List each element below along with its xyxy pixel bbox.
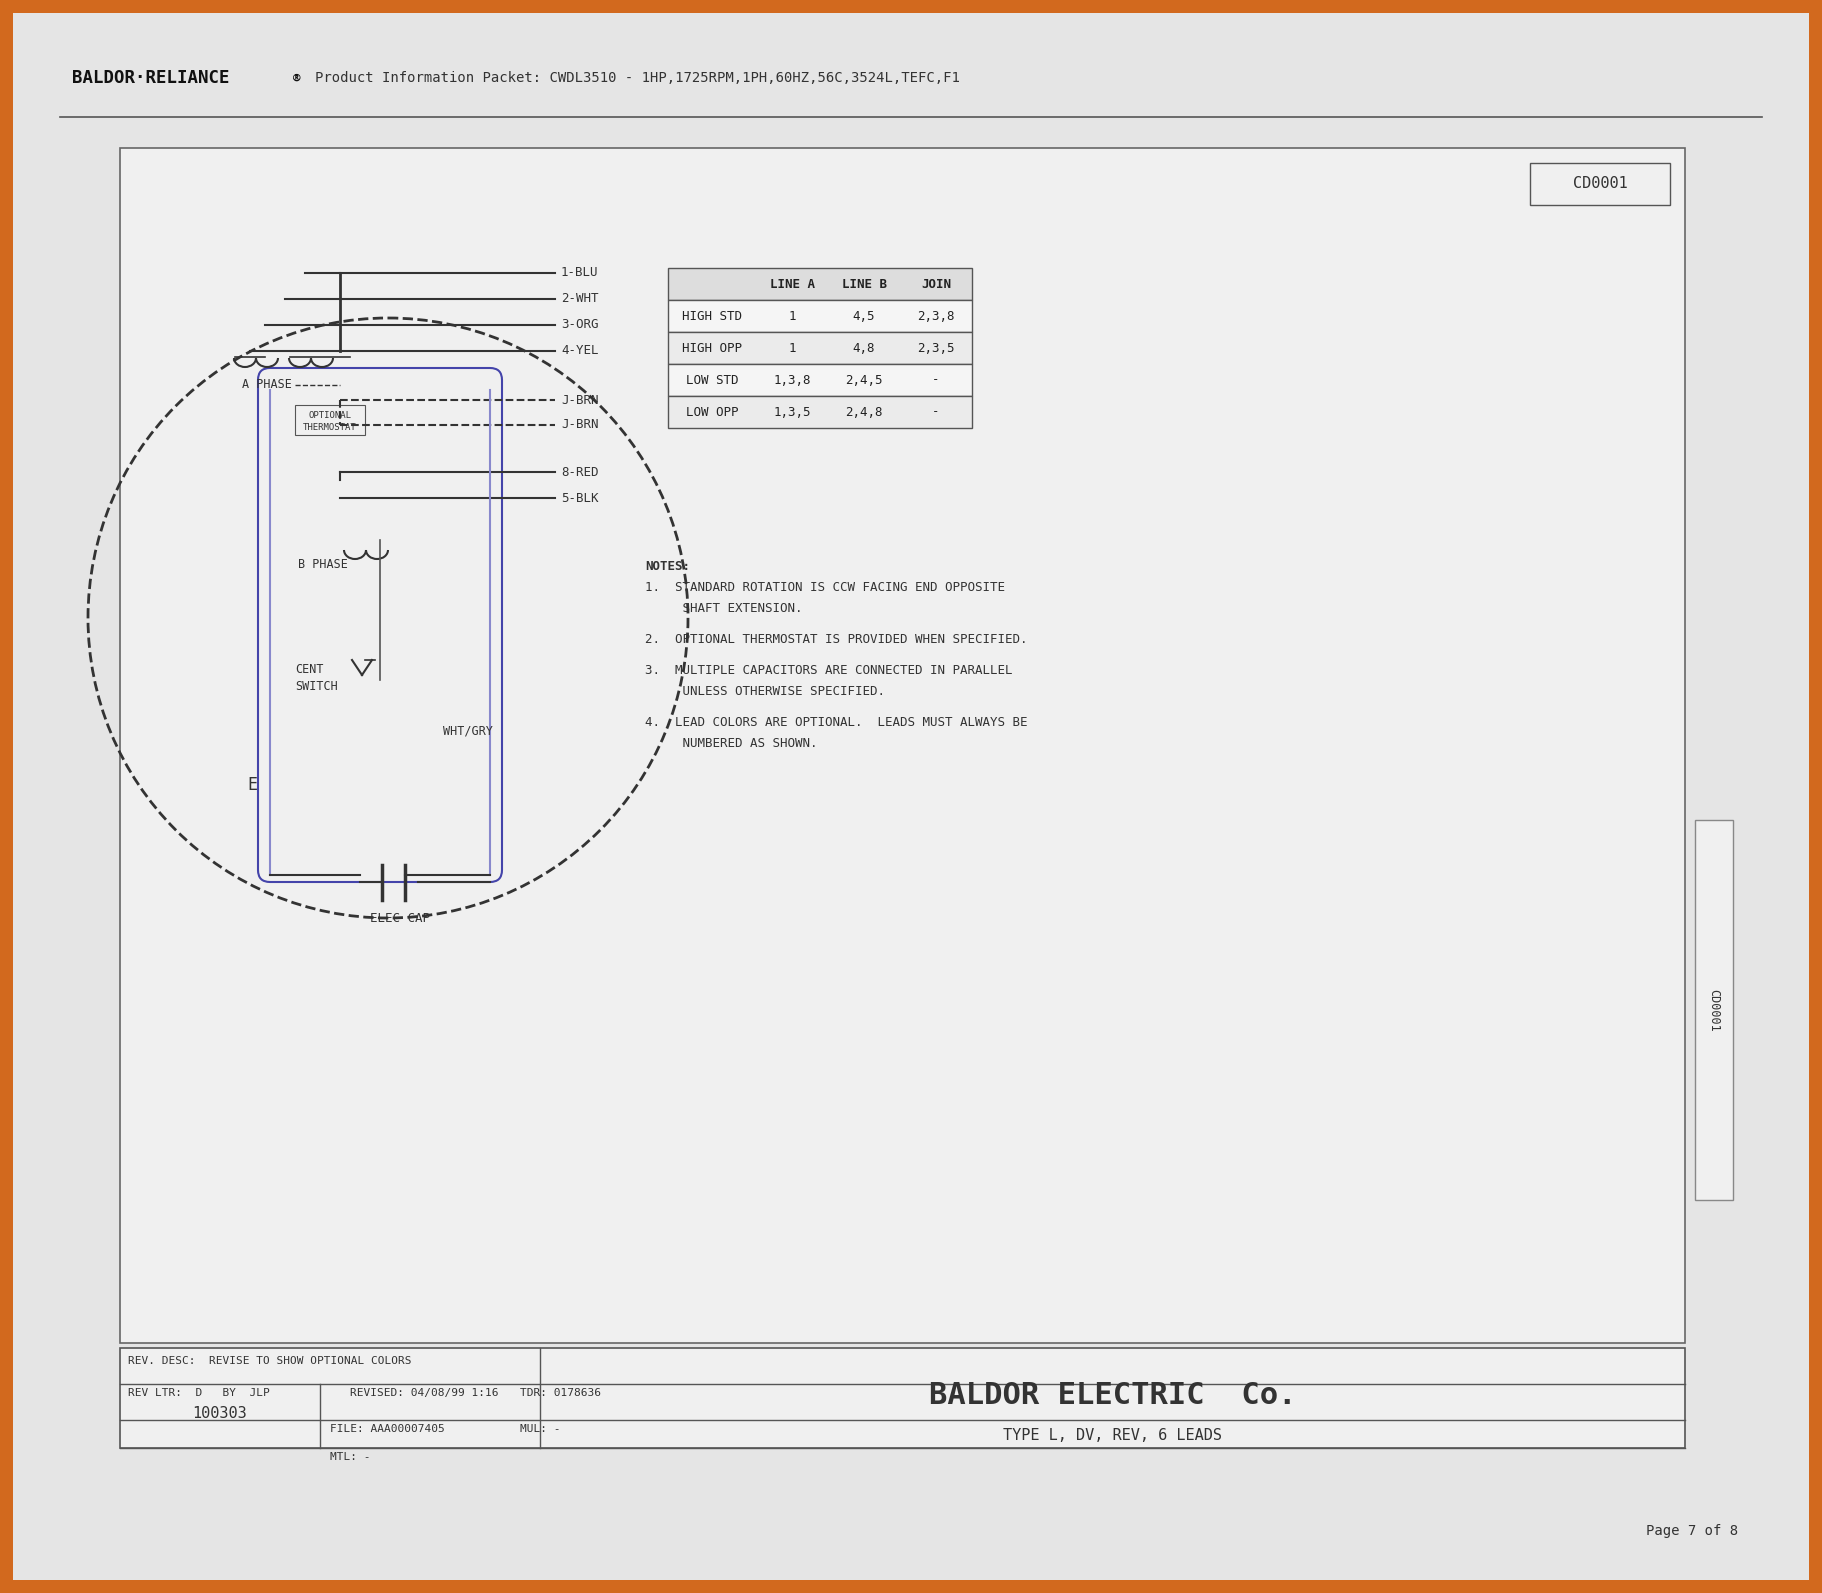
Bar — [1694, 820, 1733, 1200]
Bar — [669, 299, 971, 331]
Text: REV LTR:  D   BY  JLP: REV LTR: D BY JLP — [128, 1388, 270, 1399]
Bar — [669, 268, 971, 299]
Text: TDR: 0178636: TDR: 0178636 — [519, 1388, 601, 1399]
Text: 1,3,5: 1,3,5 — [773, 406, 811, 419]
Text: SWITCH: SWITCH — [295, 680, 337, 693]
Text: LOW OPP: LOW OPP — [685, 406, 738, 419]
Bar — [669, 363, 971, 397]
Text: 1.  STANDARD ROTATION IS CCW FACING END OPPOSITE: 1. STANDARD ROTATION IS CCW FACING END O… — [645, 581, 1006, 594]
Text: 2,4,8: 2,4,8 — [845, 406, 882, 419]
FancyBboxPatch shape — [259, 368, 503, 883]
Text: LINE A: LINE A — [769, 277, 814, 290]
Text: 2-WHT: 2-WHT — [561, 293, 598, 306]
Text: BALDOR·RELIANCE: BALDOR·RELIANCE — [73, 68, 230, 88]
Text: ELEC CAP: ELEC CAP — [370, 913, 430, 926]
Text: B PHASE: B PHASE — [299, 559, 348, 572]
Text: LOW STD: LOW STD — [685, 373, 738, 387]
Text: CD0001: CD0001 — [1707, 989, 1720, 1031]
Text: 2,4,5: 2,4,5 — [845, 373, 882, 387]
Bar — [669, 397, 971, 429]
Text: BALDOR ELECTRIC  Co.: BALDOR ELECTRIC Co. — [929, 1381, 1295, 1410]
Text: 3.  MULTIPLE CAPACITORS ARE CONNECTED IN PARALLEL: 3. MULTIPLE CAPACITORS ARE CONNECTED IN … — [645, 664, 1013, 677]
Text: 1: 1 — [789, 309, 796, 322]
Text: FILE: AAA00007405: FILE: AAA00007405 — [330, 1424, 445, 1434]
Text: 2,3,5: 2,3,5 — [916, 341, 955, 355]
Text: UNLESS OTHERWISE SPECIFIED.: UNLESS OTHERWISE SPECIFIED. — [645, 685, 885, 698]
Text: ®: ® — [293, 72, 301, 84]
Text: NOTES:: NOTES: — [645, 561, 691, 573]
Text: 3-ORG: 3-ORG — [561, 319, 598, 331]
Text: REVISED: 04/08/99 1:16: REVISED: 04/08/99 1:16 — [350, 1388, 499, 1399]
Text: -: - — [933, 373, 940, 387]
Text: NUMBERED AS SHOWN.: NUMBERED AS SHOWN. — [645, 738, 818, 750]
Text: CENT: CENT — [295, 663, 324, 675]
Text: SHAFT EXTENSION.: SHAFT EXTENSION. — [645, 602, 802, 615]
Text: 4,5: 4,5 — [853, 309, 875, 322]
Text: WHT/GRY: WHT/GRY — [443, 725, 494, 738]
Bar — [1530, 162, 1671, 205]
Text: HIGH STD: HIGH STD — [681, 309, 742, 322]
Bar — [120, 148, 1685, 1343]
Text: 1: 1 — [789, 341, 796, 355]
Text: E: E — [248, 776, 257, 793]
Text: Product Information Packet: CWDL3510 - 1HP,1725RPM,1PH,60HZ,56C,3524L,TEFC,F1: Product Information Packet: CWDL3510 - 1… — [315, 72, 960, 84]
Text: HIGH OPP: HIGH OPP — [681, 341, 742, 355]
Bar — [295, 405, 364, 435]
Text: TYPE L, DV, REV, 6 LEADS: TYPE L, DV, REV, 6 LEADS — [1002, 1429, 1223, 1443]
Text: THERMOSTAT: THERMOSTAT — [302, 422, 357, 432]
Text: A PHASE: A PHASE — [242, 379, 292, 392]
Text: OPTIONAL: OPTIONAL — [308, 411, 352, 419]
Text: 4-YEL: 4-YEL — [561, 344, 598, 357]
Text: J-BRN: J-BRN — [561, 393, 598, 406]
Text: 4.  LEAD COLORS ARE OPTIONAL.  LEADS MUST ALWAYS BE: 4. LEAD COLORS ARE OPTIONAL. LEADS MUST … — [645, 715, 1028, 730]
Text: 2,3,8: 2,3,8 — [916, 309, 955, 322]
Bar — [669, 331, 971, 363]
Text: J-BRN: J-BRN — [561, 419, 598, 432]
Text: MUL: -: MUL: - — [519, 1424, 561, 1434]
Text: JOIN: JOIN — [920, 277, 951, 290]
Text: Page 7 of 8: Page 7 of 8 — [1645, 1525, 1738, 1537]
Text: 5-BLK: 5-BLK — [561, 492, 598, 505]
Text: 4,8: 4,8 — [853, 341, 875, 355]
Text: 2.  OPTIONAL THERMOSTAT IS PROVIDED WHEN SPECIFIED.: 2. OPTIONAL THERMOSTAT IS PROVIDED WHEN … — [645, 632, 1028, 647]
Bar — [120, 1348, 1685, 1448]
Text: -: - — [933, 406, 940, 419]
Text: LINE B: LINE B — [842, 277, 887, 290]
Text: REV. DESC:  REVISE TO SHOW OPTIONAL COLORS: REV. DESC: REVISE TO SHOW OPTIONAL COLOR… — [128, 1356, 412, 1367]
Text: 100303: 100303 — [193, 1407, 248, 1421]
Text: MTL: -: MTL: - — [330, 1451, 370, 1462]
Text: 1-BLU: 1-BLU — [561, 266, 598, 279]
Text: 1,3,8: 1,3,8 — [773, 373, 811, 387]
Text: 8-RED: 8-RED — [561, 465, 598, 478]
Text: CD0001: CD0001 — [1572, 177, 1627, 191]
